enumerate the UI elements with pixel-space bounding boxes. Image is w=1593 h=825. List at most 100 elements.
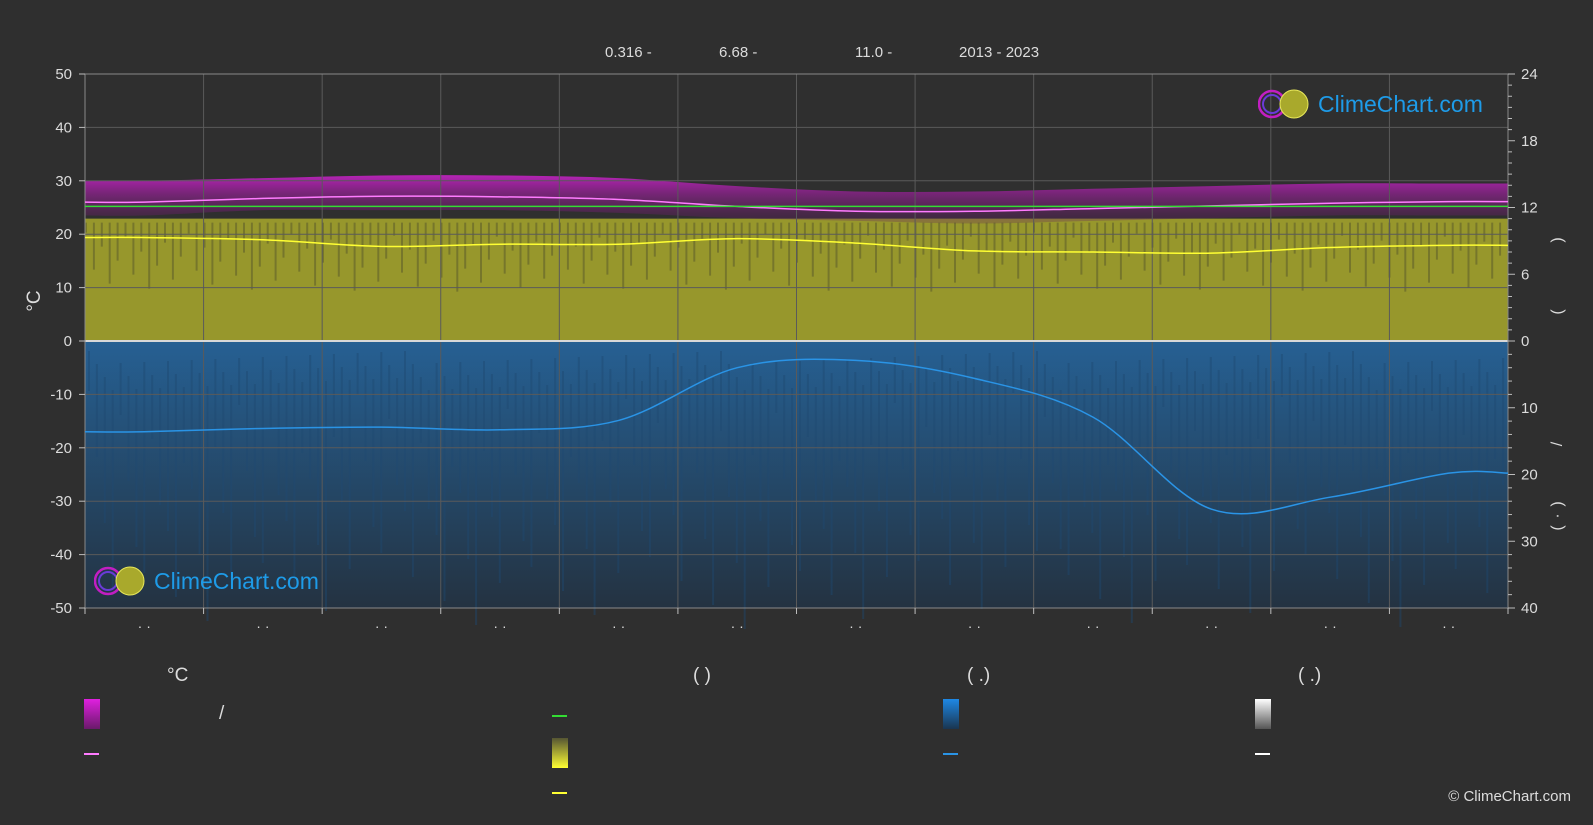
daylight-texture: [1404, 222, 1407, 292]
rain-texture: [356, 353, 359, 395]
rain-texture: [206, 386, 209, 621]
rain-texture: [617, 382, 620, 573]
daylight-texture: [1475, 222, 1478, 265]
daylight-texture: [1380, 222, 1383, 241]
daylight-texture: [653, 222, 656, 257]
x-tick-label: · ·: [1205, 618, 1218, 634]
daylight-texture: [1143, 222, 1146, 271]
daylight-texture: [709, 222, 712, 276]
rain-texture: [1115, 361, 1117, 491]
rain-texture: [1028, 378, 1031, 525]
daylight-texture: [195, 222, 198, 271]
rain-texture: [1146, 373, 1149, 515]
daylight-texture: [235, 222, 238, 276]
rain-texture: [648, 354, 651, 557]
daylight-texture: [1009, 222, 1012, 242]
y-right-top-tick-label: 6: [1521, 266, 1529, 283]
rain-texture: [238, 358, 241, 405]
rain-texture: [119, 363, 122, 415]
rain-texture: [182, 387, 185, 463]
rain-texture: [1478, 359, 1481, 527]
y-right-top-label: ): [1549, 237, 1566, 242]
x-tick-label: · ·: [968, 618, 981, 634]
rain-texture: [514, 373, 517, 475]
rain-texture: [830, 373, 833, 595]
rain-texture: [95, 364, 98, 457]
legend-swatch-daylight: [552, 738, 568, 768]
daylight-texture: [432, 222, 435, 241]
x-tick-label: · ·: [849, 618, 862, 634]
rain-texture: [1004, 379, 1007, 567]
rain-texture: [1059, 390, 1062, 549]
header-latitude: 0.316 -: [605, 44, 652, 61]
daylight-texture: [590, 222, 593, 261]
rain-texture: [775, 362, 778, 413]
rain-texture: [870, 358, 873, 445]
daylight-texture: [353, 222, 356, 291]
rain-texture: [720, 351, 722, 431]
rain-texture: [103, 377, 106, 523]
daylight-texture: [867, 222, 870, 236]
daylight-texture: [906, 222, 909, 241]
y-left-tick-label: -20: [50, 440, 72, 457]
daylight-texture: [1183, 222, 1186, 276]
daylight-texture: [1364, 222, 1367, 287]
rain-texture: [246, 371, 248, 471]
daylight-texture: [329, 222, 332, 240]
rain-texture: [980, 380, 983, 609]
rain-texture: [712, 378, 715, 605]
rain-texture: [364, 366, 367, 461]
rain-texture: [1486, 372, 1489, 593]
rain-texture: [190, 360, 193, 489]
rain-texture: [530, 359, 533, 567]
daylight-texture: [1309, 222, 1312, 268]
rain-texture: [1328, 352, 1331, 513]
rain-texture: [293, 369, 296, 587]
daylight-texture: [677, 222, 680, 248]
daylight-texture: [566, 222, 569, 270]
rain-texture: [135, 389, 138, 547]
daylight-texture: [148, 222, 151, 289]
daylight-texture: [108, 222, 111, 284]
legend-swatch-temp-range: [84, 699, 100, 729]
rain-texture: [609, 369, 612, 507]
daylight-texture: [401, 222, 403, 273]
daylight-texture: [543, 222, 546, 279]
daylight-texture: [480, 222, 482, 283]
daylight-line: [84, 236, 1509, 255]
legend-swatch-sunshine-line: [552, 715, 567, 717]
daylight-texture: [227, 222, 230, 239]
daylight-texture: [164, 222, 166, 243]
rain-texture: [925, 369, 928, 427]
rain-texture: [1122, 374, 1125, 557]
header-altitude: 11.0 -: [855, 44, 893, 61]
daylight-texture: [843, 222, 846, 245]
daylight-texture: [1491, 222, 1494, 279]
rain-texture: [743, 390, 746, 629]
daylight-texture: [1443, 222, 1446, 237]
rain-texture: [878, 371, 880, 511]
rain-texture: [814, 387, 817, 503]
daylight-texture: [519, 222, 522, 288]
rain-texture: [380, 352, 383, 553]
daylight-texture: [1214, 222, 1217, 244]
rain-texture: [1336, 365, 1339, 579]
daylight-texture: [274, 222, 277, 281]
rain-texture: [490, 374, 493, 517]
daylight-texture: [740, 222, 743, 244]
rain-texture: [127, 376, 130, 481]
rain-texture: [996, 366, 999, 501]
daylight-texture: [1119, 222, 1122, 280]
rain-texture: [325, 381, 327, 611]
legend-swatch-daylight-line: [552, 792, 567, 794]
rain-texture: [1280, 354, 1283, 397]
x-tick-label: · ·: [1442, 618, 1455, 634]
daylight-texture: [772, 222, 775, 272]
daylight-texture: [930, 222, 933, 292]
rain-texture: [1138, 360, 1141, 449]
daylight-texture: [250, 222, 253, 290]
daylight-texture: [756, 222, 759, 258]
y-right-top-tick-label: 24: [1521, 66, 1538, 83]
daylight-texture: [1230, 222, 1233, 258]
rain-texture: [917, 356, 920, 561]
